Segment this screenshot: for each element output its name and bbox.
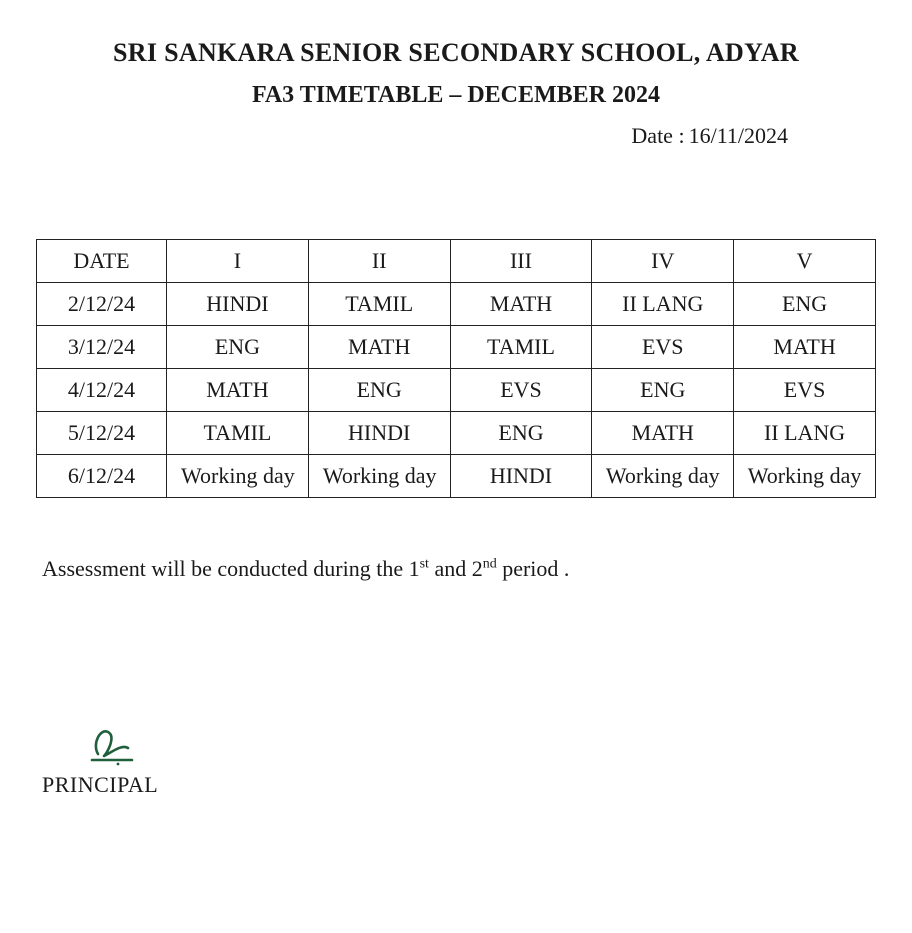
date-label: Date : — [631, 123, 684, 149]
subject-cell: TAMIL — [450, 326, 592, 369]
signature-dot — [117, 763, 120, 766]
timetable-header-cell: IV — [592, 240, 734, 283]
date-cell: 2/12/24 — [37, 283, 167, 326]
note-superscript-nd: nd — [483, 557, 497, 572]
table-row: 6/12/24Working dayWorking dayHINDIWorkin… — [37, 455, 876, 498]
note-text-mid: and 2 — [429, 556, 483, 581]
table-row: 5/12/24TAMILHINDIENGMATHII LANG — [37, 412, 876, 455]
timetable-header-row: DATEIIIIIIIVV — [37, 240, 876, 283]
document-header: SRI SANKARA SENIOR SECONDARY SCHOOL, ADY… — [36, 38, 876, 109]
principal-label: PRINCIPAL — [42, 772, 876, 798]
subject-cell: TAMIL — [308, 283, 450, 326]
subject-cell: ENG — [308, 369, 450, 412]
subject-cell: MATH — [592, 412, 734, 455]
subject-cell: EVS — [734, 369, 876, 412]
table-row: 2/12/24HINDITAMILMATHII LANGENG — [37, 283, 876, 326]
subject-cell: MATH — [734, 326, 876, 369]
subject-cell: EVS — [450, 369, 592, 412]
subject-cell: TAMIL — [167, 412, 309, 455]
subject-cell: Working day — [167, 455, 309, 498]
subject-cell: ENG — [167, 326, 309, 369]
timetable-header-cell: II — [308, 240, 450, 283]
signature-icon — [82, 722, 142, 766]
subject-cell: MATH — [450, 283, 592, 326]
date-cell: 4/12/24 — [37, 369, 167, 412]
subject-cell: Working day — [734, 455, 876, 498]
timetable-header-cell: III — [450, 240, 592, 283]
issue-date-line: Date : 16/11/2024 — [36, 123, 876, 149]
subject-cell: ENG — [592, 369, 734, 412]
subject-cell: Working day — [592, 455, 734, 498]
subject-cell: ENG — [734, 283, 876, 326]
timetable-title: FA3 TIMETABLE – DECEMBER 2024 — [36, 82, 876, 109]
school-name: SRI SANKARA SENIOR SECONDARY SCHOOL, ADY… — [36, 38, 876, 68]
timetable-header-cell: I — [167, 240, 309, 283]
date-cell: 6/12/24 — [37, 455, 167, 498]
subject-cell: II LANG — [592, 283, 734, 326]
timetable-body: 2/12/24HINDITAMILMATHII LANGENG3/12/24EN… — [37, 283, 876, 498]
timetable-header-cell: V — [734, 240, 876, 283]
table-row: 4/12/24MATHENGEVSENGEVS — [37, 369, 876, 412]
table-row: 3/12/24ENGMATHTAMILEVSMATH — [37, 326, 876, 369]
signature-stroke-1 — [96, 731, 128, 756]
date-cell: 5/12/24 — [37, 412, 167, 455]
subject-cell: EVS — [592, 326, 734, 369]
subject-cell: HINDI — [450, 455, 592, 498]
document-page: SRI SANKARA SENIOR SECONDARY SCHOOL, ADY… — [0, 0, 912, 933]
subject-cell: MATH — [308, 326, 450, 369]
date-value: 16/11/2024 — [689, 123, 788, 149]
assessment-note: Assessment will be conducted during the … — [36, 556, 876, 582]
subject-cell: ENG — [450, 412, 592, 455]
date-cell: 3/12/24 — [37, 326, 167, 369]
subject-cell: Working day — [308, 455, 450, 498]
subject-cell: HINDI — [308, 412, 450, 455]
signature-mark — [82, 722, 142, 766]
timetable-header-cell: DATE — [37, 240, 167, 283]
timetable-table: DATEIIIIIIIVV 2/12/24HINDITAMILMATHII LA… — [36, 239, 876, 498]
subject-cell: MATH — [167, 369, 309, 412]
subject-cell: HINDI — [167, 283, 309, 326]
note-superscript-st: st — [420, 557, 429, 572]
timetable-head: DATEIIIIIIIVV — [37, 240, 876, 283]
signature-block: PRINCIPAL — [36, 722, 876, 798]
subject-cell: II LANG — [734, 412, 876, 455]
note-text-prefix: Assessment will be conducted during the … — [42, 556, 420, 581]
note-text-suffix: period . — [497, 556, 570, 581]
